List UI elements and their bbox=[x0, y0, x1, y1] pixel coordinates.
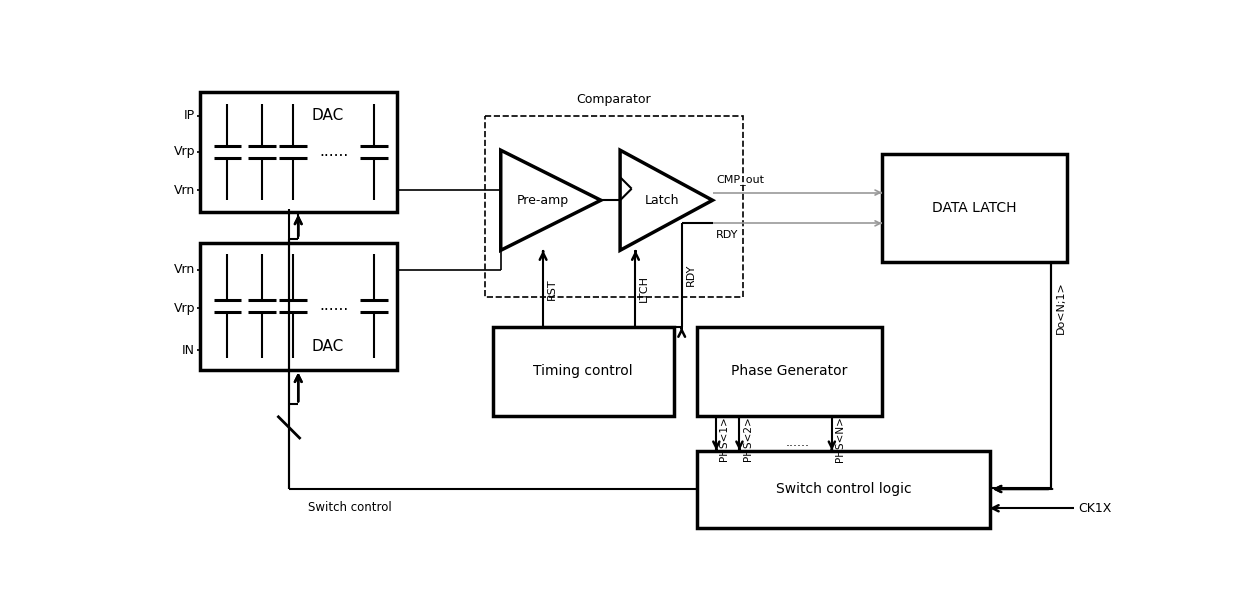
Text: DAC: DAC bbox=[312, 108, 345, 123]
Polygon shape bbox=[620, 150, 713, 250]
Bar bbox=[697, 328, 882, 416]
Text: RDY: RDY bbox=[686, 264, 696, 286]
Text: Vrn: Vrn bbox=[174, 184, 195, 197]
Bar bbox=[494, 328, 675, 416]
Text: ......: ...... bbox=[319, 298, 348, 314]
Text: PHS<N>: PHS<N> bbox=[835, 416, 844, 462]
Bar bbox=[201, 93, 397, 212]
Text: IP: IP bbox=[184, 109, 195, 122]
Text: Timing control: Timing control bbox=[533, 364, 632, 378]
Text: RDY: RDY bbox=[717, 229, 739, 240]
Text: CMP_out: CMP_out bbox=[717, 174, 764, 185]
Bar bbox=[201, 243, 397, 370]
Bar bbox=[485, 115, 743, 296]
Text: Vrp: Vrp bbox=[174, 145, 195, 158]
Text: LTCH: LTCH bbox=[640, 275, 650, 303]
Text: Vrn: Vrn bbox=[174, 263, 195, 276]
Text: CK1X: CK1X bbox=[1079, 502, 1111, 515]
Text: PHS<2>: PHS<2> bbox=[743, 417, 753, 461]
Text: Comparator: Comparator bbox=[577, 93, 651, 106]
Text: ......: ...... bbox=[785, 436, 810, 450]
Text: Latch: Latch bbox=[645, 194, 680, 207]
Text: Pre-amp: Pre-amp bbox=[517, 194, 569, 207]
Text: PHS<1>: PHS<1> bbox=[719, 417, 729, 461]
Text: DATA LATCH: DATA LATCH bbox=[932, 201, 1017, 215]
Polygon shape bbox=[501, 150, 601, 250]
Text: ......: ...... bbox=[319, 144, 348, 159]
Text: Do<N;1>: Do<N;1> bbox=[1056, 282, 1066, 334]
Text: Phase Generator: Phase Generator bbox=[732, 364, 848, 378]
Text: Switch control: Switch control bbox=[309, 501, 392, 514]
Text: DAC: DAC bbox=[312, 339, 345, 354]
Bar bbox=[697, 451, 990, 528]
Text: RST: RST bbox=[547, 278, 557, 300]
Text: Switch control logic: Switch control logic bbox=[775, 482, 911, 496]
Text: IN: IN bbox=[182, 344, 195, 357]
Bar bbox=[882, 154, 1066, 262]
Text: Vrp: Vrp bbox=[174, 301, 195, 315]
